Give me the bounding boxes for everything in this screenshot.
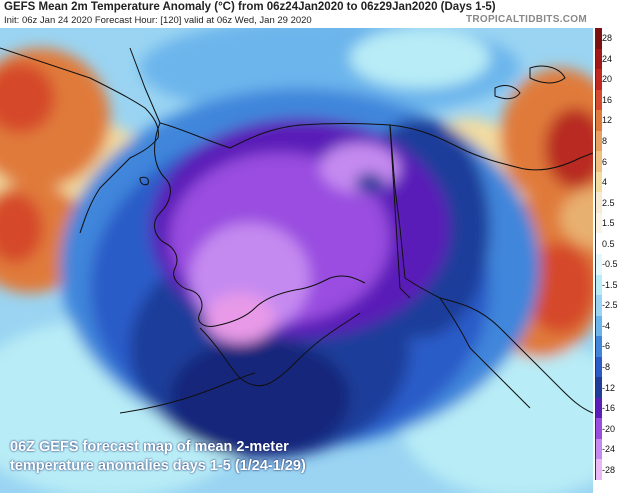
hot-region-nw <box>0 63 55 133</box>
legend-label: 20 <box>602 74 613 85</box>
legend-swatch <box>595 274 602 296</box>
chukotka-coast <box>0 47 159 234</box>
legend-swatch <box>595 336 602 357</box>
legend-label: 28 <box>602 33 613 44</box>
legend-row: 24 <box>595 48 621 70</box>
legend-swatch <box>595 28 602 49</box>
legend-label: -6 <box>602 341 611 352</box>
legend-label: 0.5 <box>602 238 615 249</box>
legend-row: 2.5 <box>595 192 621 213</box>
map-subtitle: Init: 06z Jan 24 2020 Forecast Hour: [12… <box>4 15 312 26</box>
legend-row: -8 <box>595 356 621 378</box>
legend-swatch <box>595 192 602 213</box>
legend-swatch <box>595 212 602 234</box>
legend-label: -2.5 <box>602 300 618 311</box>
legend-row: -28 <box>595 459 621 480</box>
legend-label: -28 <box>602 464 616 475</box>
legend-row: 20 <box>595 69 621 90</box>
legend-label: -16 <box>602 403 616 414</box>
alaska-canada-border <box>389 124 411 299</box>
caption-line-1: 06Z GEFS forecast map of mean 2-meter <box>10 439 289 455</box>
legend-label: 24 <box>602 53 613 64</box>
legend-swatch <box>595 110 602 131</box>
legend-row: 16 <box>595 89 621 111</box>
st-lawrence-island <box>139 176 149 186</box>
legend-row: -4 <box>595 315 621 337</box>
aleutian-chain <box>119 372 256 414</box>
map-caption: 06Z GEFS forecast map of mean 2-meter te… <box>10 438 350 476</box>
legend-label: 16 <box>602 94 613 105</box>
legend-swatch <box>595 254 602 275</box>
alaska-peninsula <box>199 312 361 387</box>
anomaly-map <box>0 28 593 493</box>
legend-swatch <box>595 89 602 111</box>
legend-swatch <box>595 48 602 70</box>
legend-row: 6 <box>595 151 621 172</box>
dark-core-south <box>170 338 350 458</box>
cyan-region-north <box>350 28 490 88</box>
hot-region-ne <box>545 108 593 188</box>
legend-label: -4 <box>602 320 611 331</box>
anomaly-map-svg <box>0 28 593 493</box>
map-title: GEFS Mean 2m Temperature Anomaly (°C) fr… <box>4 1 496 13</box>
legend-label: -12 <box>602 382 616 393</box>
canada-arctic-coast <box>389 124 593 171</box>
legend-row: -0.5 <box>595 254 621 275</box>
hot-region-e <box>525 243 593 333</box>
legend-label: -20 <box>602 423 616 434</box>
legend-swatch <box>595 233 602 254</box>
bc-coast <box>439 297 593 414</box>
small-blue-spot <box>355 173 385 193</box>
color-scale-legend: 28 24 20 16 12 8 6 4 2.5 1.5 0.5 -0.5 -1.5 -2.5 -4 -6 -8… <box>595 28 621 480</box>
legend-swatch <box>595 69 602 90</box>
legend-swatch <box>595 397 602 419</box>
tan-region-e <box>560 188 593 248</box>
alaska-west-coast <box>154 122 366 327</box>
legend-swatch <box>595 418 602 439</box>
legend-swatch <box>595 171 602 193</box>
legend-row: 12 <box>595 110 621 131</box>
brand-logo-text: TROPICALTIDBITS.COM <box>465 14 587 25</box>
legend-label: -0.5 <box>602 259 618 270</box>
legend-row: -6 <box>595 336 621 357</box>
caption-line-2: temperature anomalies days 1-5 (1/24-1/2… <box>10 458 306 474</box>
legend-label: -1.5 <box>602 279 618 290</box>
legend-label: 1.5 <box>602 218 615 229</box>
legend-label: 4 <box>602 177 608 188</box>
legend-row: -1.5 <box>595 274 621 296</box>
legend-label: -8 <box>602 361 611 372</box>
legend-row: -2.5 <box>595 295 621 316</box>
legend-row: -20 <box>595 418 621 439</box>
legend-row: 1.5 <box>595 212 621 234</box>
legend-row: 28 <box>595 28 621 49</box>
legend-row: -24 <box>595 438 621 460</box>
legend-label: 2.5 <box>602 197 615 208</box>
banks-island <box>494 85 521 100</box>
legend-row: -16 <box>595 397 621 419</box>
hot-region-w <box>0 193 43 263</box>
legend-swatch <box>595 295 602 316</box>
legend-label: 6 <box>602 156 608 167</box>
legend-row: 4 <box>595 171 621 193</box>
legend-swatch <box>595 151 602 172</box>
legend-label: 12 <box>602 115 613 126</box>
legend-swatch <box>595 459 602 480</box>
map-header: GEFS Mean 2m Temperature Anomaly (°C) fr… <box>0 0 621 28</box>
legend-swatch <box>595 377 602 398</box>
legend-swatch <box>595 356 602 378</box>
legend-label: 8 <box>602 135 608 146</box>
legend-label: -24 <box>602 444 616 455</box>
legend-swatch <box>595 315 602 337</box>
anomaly-field <box>0 28 593 493</box>
legend-row: -12 <box>595 377 621 398</box>
alaska-north-east-coast <box>159 122 531 409</box>
legend-swatch <box>595 438 602 460</box>
legend-row: 8 <box>595 130 621 152</box>
bering-strait-boundary <box>129 47 161 124</box>
legend-swatch <box>595 130 602 152</box>
legend-row: 0.5 <box>595 233 621 254</box>
victoria-island <box>529 65 566 84</box>
coastlines <box>0 47 593 414</box>
